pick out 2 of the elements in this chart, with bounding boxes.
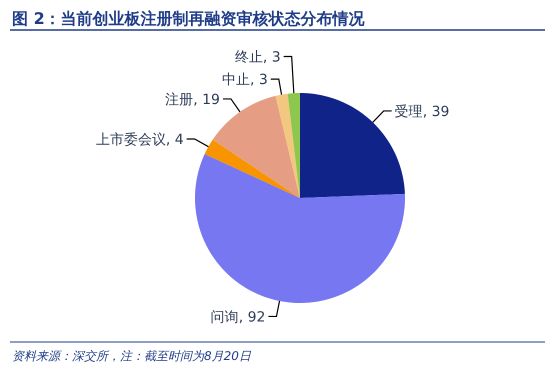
chart-title: 图 2：当前创业板注册制再融资审核状态分布情况 xyxy=(12,9,366,28)
text: 资料来源：深交所，注：截至时间为8月20日 xyxy=(12,349,252,363)
